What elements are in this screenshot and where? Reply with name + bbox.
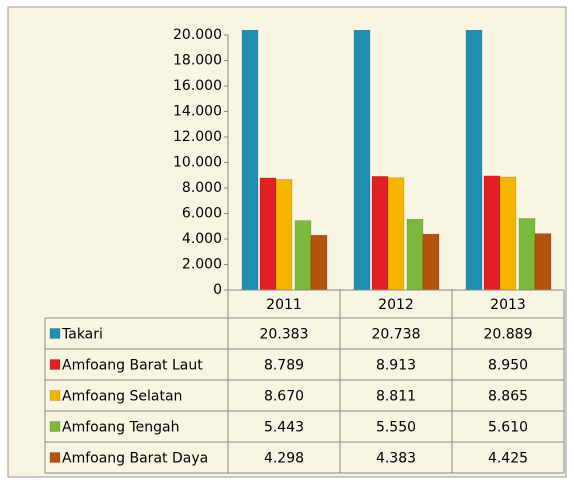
- legend-label: Takari: [61, 327, 103, 343]
- table-value: 5.443: [264, 420, 304, 436]
- bar: [275, 179, 293, 290]
- table-value: 8.865: [488, 389, 528, 405]
- y-tick-label: 16.000: [173, 78, 222, 94]
- bar: [465, 30, 483, 290]
- table-value: 8.811: [376, 389, 416, 405]
- bar: [241, 30, 259, 290]
- bar: [294, 220, 312, 290]
- table-value: 5.610: [488, 420, 528, 436]
- legend-label: Amfoang Barat Laut: [62, 358, 203, 374]
- bar: [310, 234, 328, 290]
- bar: [534, 233, 552, 290]
- y-tick-label: 14.000: [173, 104, 222, 120]
- table-value: 4.298: [264, 451, 304, 467]
- y-tick-label: 12.000: [173, 129, 222, 145]
- table-value: 5.550: [376, 420, 416, 436]
- table-value: 4.383: [376, 451, 416, 467]
- y-tick-label: 20.000: [173, 27, 222, 43]
- legend-label: Amfoang Selatan: [62, 389, 182, 405]
- legend-key: [49, 328, 61, 339]
- table-value: 20.383: [260, 327, 309, 343]
- table-value: 20.738: [372, 327, 421, 343]
- x-tick-label: 2013: [490, 297, 526, 313]
- bar: [483, 175, 501, 290]
- bar: [259, 177, 277, 290]
- table-value: 4.425: [488, 451, 528, 467]
- y-tick-label: 8.000: [182, 180, 222, 196]
- y-tick-label: 0: [213, 282, 222, 298]
- bar: [406, 218, 424, 290]
- table-value: 8.913: [376, 358, 416, 374]
- legend-key: [49, 452, 61, 463]
- y-tick-label: 10.000: [173, 155, 222, 171]
- table-value: 8.789: [264, 358, 304, 374]
- legend-key: [49, 359, 61, 370]
- table-value: 8.950: [488, 358, 528, 374]
- bar: [371, 176, 389, 290]
- bar: [518, 218, 536, 290]
- x-tick-label: 2011: [266, 297, 302, 313]
- legend-label: Amfoang Tengah: [62, 420, 180, 436]
- x-tick-label: 2012: [378, 297, 414, 313]
- bars: [241, 30, 552, 290]
- legend-key: [49, 390, 61, 401]
- legend-key: [49, 421, 61, 432]
- y-tick-label: 4.000: [182, 231, 222, 247]
- table-value: 8.670: [264, 389, 304, 405]
- bar: [422, 233, 440, 290]
- bar: [499, 176, 517, 290]
- y-tick-label: 18.000: [173, 53, 222, 69]
- table-value: 20.889: [484, 327, 533, 343]
- legend-label: Amfoang Barat Daya: [62, 451, 208, 467]
- bar: [387, 177, 405, 290]
- y-tick-label: 2.000: [182, 257, 222, 273]
- bar: [353, 30, 371, 290]
- y-tick-label: 6.000: [182, 206, 222, 222]
